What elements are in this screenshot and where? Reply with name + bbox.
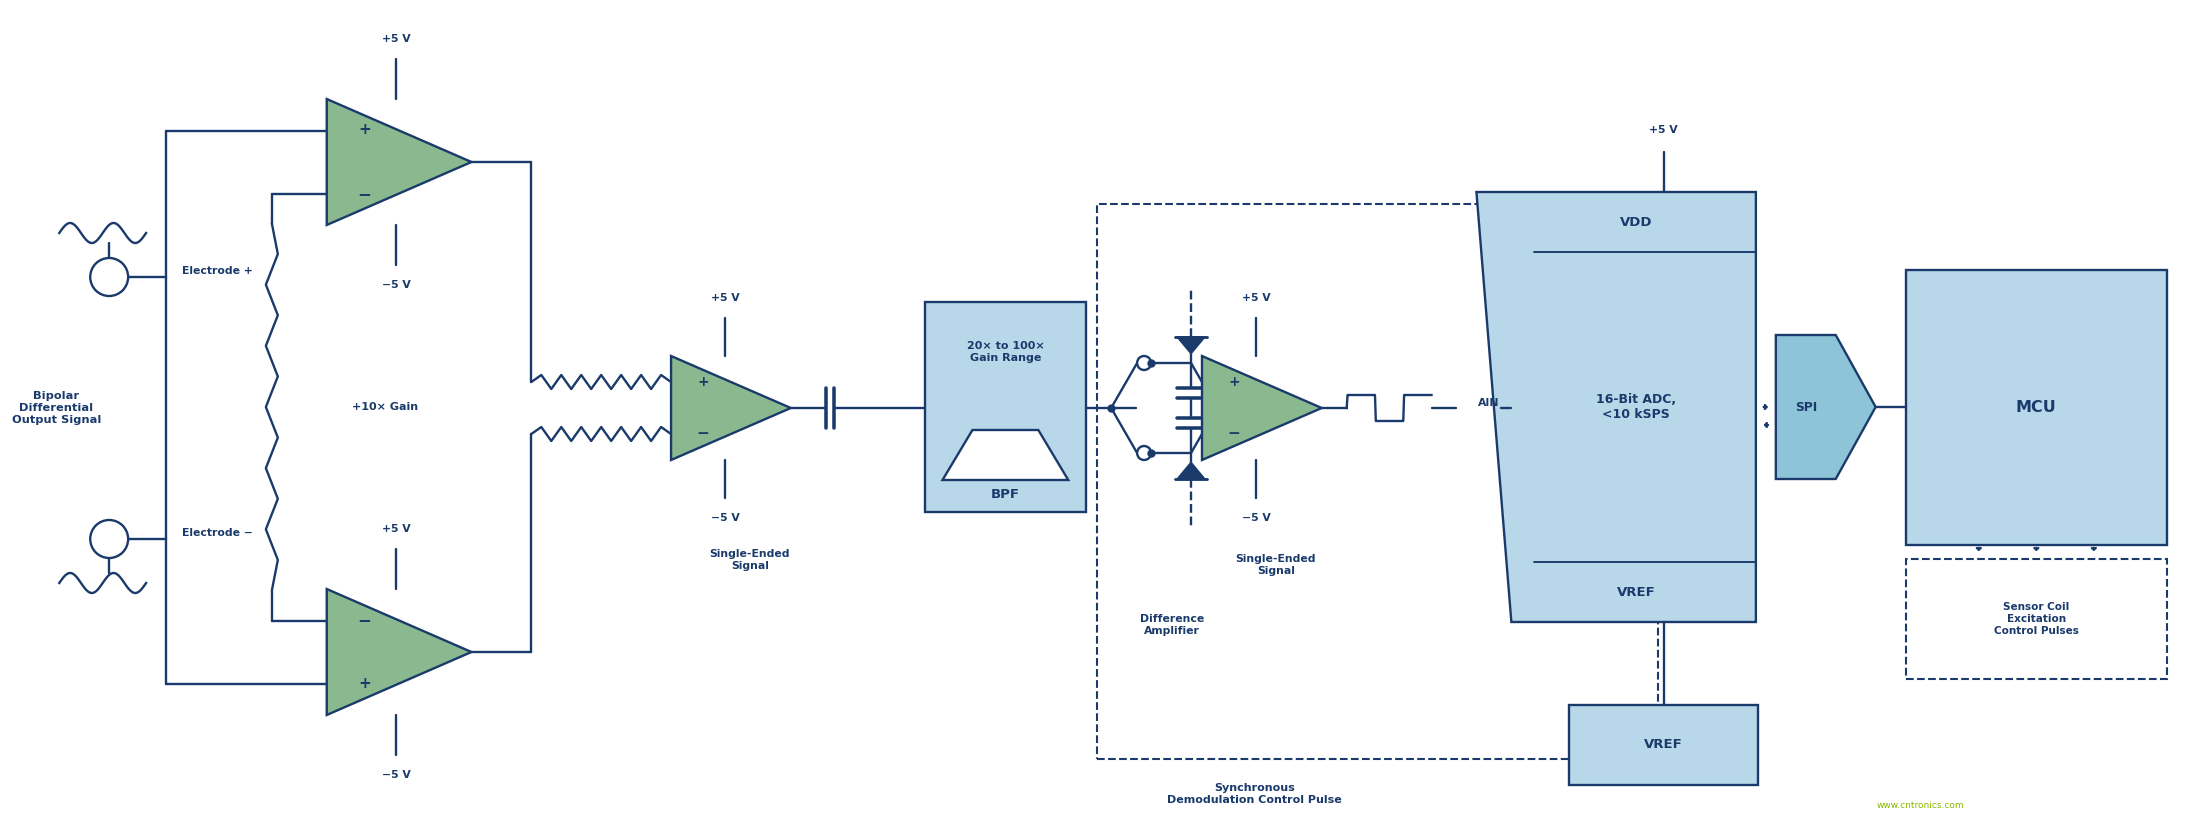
Circle shape <box>90 258 127 296</box>
Text: 16-Bit ADC,
<10 kSPS: 16-Bit ADC, <10 kSPS <box>1595 393 1676 421</box>
Text: SPI: SPI <box>1795 400 1817 413</box>
Text: AIN: AIN <box>1479 398 1501 408</box>
Text: +5 V: +5 V <box>1242 293 1270 303</box>
Circle shape <box>1136 356 1152 370</box>
Polygon shape <box>327 589 472 715</box>
Circle shape <box>90 520 127 558</box>
Circle shape <box>1136 446 1152 460</box>
Polygon shape <box>671 356 790 460</box>
Polygon shape <box>1202 356 1321 460</box>
Polygon shape <box>1178 337 1205 353</box>
Text: −: − <box>1229 426 1240 441</box>
Text: Bipolar
Differential
Output Signal: Bipolar Differential Output Signal <box>11 391 101 425</box>
Bar <box>924 302 1086 512</box>
Text: Difference
Amplifier: Difference Amplifier <box>1141 614 1205 636</box>
Text: −: − <box>698 426 709 441</box>
Text: +5 V: +5 V <box>1650 125 1678 135</box>
Text: +10× Gain: +10× Gain <box>351 402 417 412</box>
Text: −5 V: −5 V <box>382 280 410 290</box>
Bar <box>1907 270 2168 545</box>
Bar <box>1569 705 1757 785</box>
Text: +5 V: +5 V <box>382 524 410 534</box>
Text: Synchronous
Demodulation Control Pulse: Synchronous Demodulation Control Pulse <box>1167 784 1341 805</box>
Text: −5 V: −5 V <box>382 770 410 780</box>
Polygon shape <box>327 99 472 225</box>
Text: +: + <box>1229 375 1240 389</box>
Text: www.cntronics.com: www.cntronics.com <box>1876 801 1964 810</box>
Text: Single-Ended
Signal: Single-Ended Signal <box>709 549 790 571</box>
Text: Electrode −: Electrode − <box>182 528 252 538</box>
Text: 20× to 100×
Gain Range: 20× to 100× Gain Range <box>968 342 1044 363</box>
Text: −: − <box>358 185 371 203</box>
Text: VREF: VREF <box>1617 586 1656 599</box>
Text: MCU: MCU <box>2016 400 2056 415</box>
Text: +: + <box>358 123 371 137</box>
Polygon shape <box>1477 192 1755 622</box>
Polygon shape <box>1775 335 1876 479</box>
Text: +: + <box>698 375 709 389</box>
Text: VREF: VREF <box>1643 739 1683 752</box>
Text: VDD: VDD <box>1619 216 1652 229</box>
Polygon shape <box>1178 463 1205 479</box>
Text: +5 V: +5 V <box>382 34 410 44</box>
Text: BPF: BPF <box>992 488 1020 501</box>
Text: Electrode +: Electrode + <box>182 266 252 276</box>
Text: +5 V: +5 V <box>711 293 739 303</box>
Text: −: − <box>358 611 371 629</box>
Text: +: + <box>358 676 371 691</box>
Text: −5 V: −5 V <box>1242 513 1270 523</box>
Text: Sensor Coil
Excitation
Control Pulses: Sensor Coil Excitation Control Pulses <box>1994 602 2078 636</box>
Text: −5 V: −5 V <box>711 513 739 523</box>
Polygon shape <box>943 430 1068 480</box>
Text: Single-Ended
Signal: Single-Ended Signal <box>1235 554 1316 576</box>
